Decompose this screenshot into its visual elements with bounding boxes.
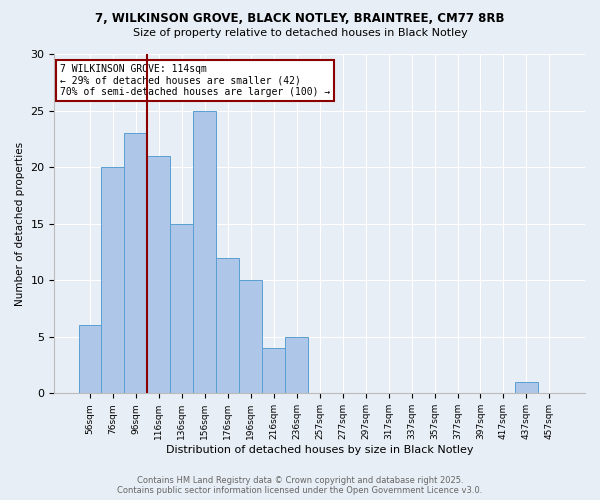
- Bar: [193, 110, 217, 394]
- Text: 7, WILKINSON GROVE, BLACK NOTLEY, BRAINTREE, CM77 8RB: 7, WILKINSON GROVE, BLACK NOTLEY, BRAINT…: [95, 12, 505, 26]
- Bar: [217, 258, 239, 394]
- X-axis label: Distribution of detached houses by size in Black Notley: Distribution of detached houses by size …: [166, 445, 473, 455]
- Bar: [148, 156, 170, 394]
- Y-axis label: Number of detached properties: Number of detached properties: [15, 142, 25, 306]
- Bar: [124, 133, 148, 394]
- Bar: [79, 326, 101, 394]
- Bar: [515, 382, 538, 394]
- Text: Size of property relative to detached houses in Black Notley: Size of property relative to detached ho…: [133, 28, 467, 38]
- Bar: [170, 224, 193, 394]
- Text: Contains HM Land Registry data © Crown copyright and database right 2025.
Contai: Contains HM Land Registry data © Crown c…: [118, 476, 482, 495]
- Bar: [101, 167, 124, 394]
- Bar: [262, 348, 285, 394]
- Bar: [285, 337, 308, 394]
- Text: 7 WILKINSON GROVE: 114sqm
← 29% of detached houses are smaller (42)
70% of semi-: 7 WILKINSON GROVE: 114sqm ← 29% of detac…: [60, 64, 330, 98]
- Bar: [239, 280, 262, 394]
